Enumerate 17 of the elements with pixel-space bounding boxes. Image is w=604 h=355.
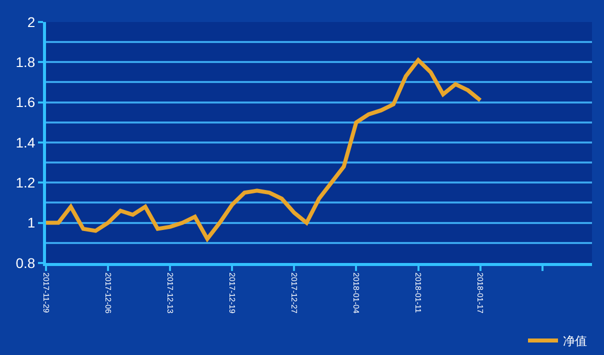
x-tick-label: 2018-01-17 — [476, 272, 485, 314]
y-tick-label: 1 — [27, 214, 36, 231]
line-series — [46, 58, 482, 241]
y-tick-label: 1.2 — [16, 174, 36, 191]
y-tick-label: 2 — [27, 14, 36, 30]
y-tick-label: 1.8 — [16, 54, 36, 70]
x-tick-label: 2018-01-11 — [414, 272, 423, 314]
x-tick-label: 2017-12-06 — [103, 272, 112, 314]
x-tick-label: 2017-12-19 — [228, 272, 237, 314]
y-tick-label: 0.8 — [16, 254, 36, 271]
y-tick-label: 1.4 — [16, 134, 36, 150]
x-tick-label: 2017-11-29 — [41, 272, 50, 314]
x-tick-label: 2017-12-27 — [290, 272, 299, 314]
y-tick-label: 1.6 — [16, 94, 36, 110]
legend-label: 净值 — [563, 334, 587, 348]
x-tick-label: 2018-01-04 — [352, 272, 361, 314]
x-tick-label: 2017-12-13 — [165, 272, 174, 314]
